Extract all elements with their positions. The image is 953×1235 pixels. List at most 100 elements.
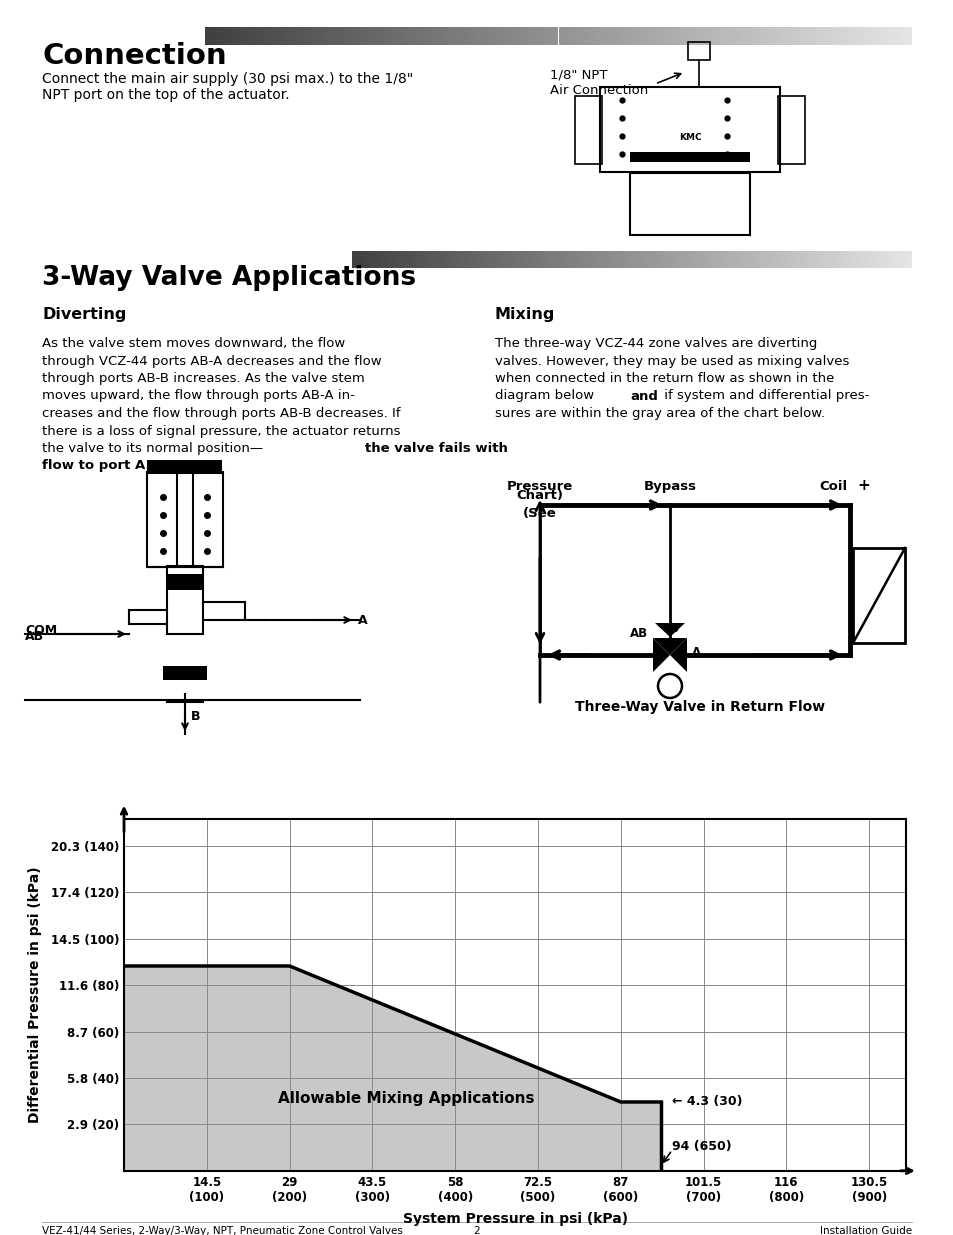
Bar: [822, 27, 826, 44]
Bar: [420, 27, 424, 44]
Bar: [537, 27, 540, 44]
Bar: [406, 27, 410, 44]
Text: Three-Way Valve in Return Flow: Three-Way Valve in Return Flow: [575, 700, 824, 714]
Bar: [537, 251, 539, 268]
Bar: [858, 27, 862, 44]
Bar: [800, 251, 802, 268]
Bar: [886, 251, 888, 268]
Bar: [626, 251, 629, 268]
Bar: [738, 27, 741, 44]
Bar: [290, 27, 294, 44]
Bar: [600, 27, 604, 44]
Bar: [531, 251, 534, 268]
Bar: [821, 251, 824, 268]
Bar: [758, 251, 760, 268]
Bar: [902, 251, 905, 268]
Bar: [807, 251, 810, 268]
Bar: [752, 27, 756, 44]
Bar: [858, 251, 861, 268]
Bar: [193, 472, 223, 567]
Text: moves upward, the flow through ports AB-A in-: moves upward, the flow through ports AB-…: [42, 389, 355, 403]
Text: As the valve stem moves downward, the flow: As the valve stem moves downward, the fl…: [42, 337, 345, 350]
Bar: [469, 251, 472, 268]
Bar: [600, 251, 603, 268]
Bar: [584, 251, 587, 268]
Bar: [382, 251, 385, 268]
Text: ← 4.3 (30): ← 4.3 (30): [672, 1095, 741, 1109]
Bar: [512, 27, 516, 44]
Text: COM: COM: [25, 624, 57, 637]
Bar: [886, 27, 890, 44]
Bar: [869, 251, 872, 268]
Text: AB: AB: [629, 627, 647, 640]
Bar: [282, 27, 286, 44]
Bar: [639, 27, 642, 44]
Bar: [612, 251, 615, 268]
Bar: [869, 27, 872, 44]
Bar: [452, 27, 456, 44]
Text: Pressure: Pressure: [506, 480, 573, 493]
Bar: [615, 251, 618, 268]
Bar: [296, 27, 300, 44]
Bar: [360, 27, 364, 44]
Bar: [433, 251, 436, 268]
Text: A: A: [357, 615, 367, 627]
Bar: [424, 251, 427, 268]
Bar: [699, 251, 701, 268]
Bar: [579, 27, 582, 44]
Bar: [704, 251, 707, 268]
Bar: [447, 251, 450, 268]
Bar: [586, 27, 590, 44]
Bar: [890, 27, 893, 44]
Bar: [650, 27, 653, 44]
Bar: [480, 27, 484, 44]
Bar: [846, 251, 849, 268]
Bar: [505, 27, 509, 44]
Bar: [893, 27, 897, 44]
Bar: [438, 251, 441, 268]
Bar: [866, 251, 869, 268]
Bar: [589, 251, 592, 268]
Text: 2: 2: [474, 1226, 479, 1235]
Bar: [827, 251, 830, 268]
Bar: [611, 27, 615, 44]
Bar: [371, 27, 375, 44]
Bar: [833, 27, 837, 44]
Bar: [816, 251, 819, 268]
Bar: [495, 251, 497, 268]
Bar: [564, 251, 567, 268]
Text: through VCZ-44 ports AB-A decreases and the flow: through VCZ-44 ports AB-A decreases and …: [42, 354, 381, 368]
Bar: [374, 251, 376, 268]
Bar: [729, 251, 732, 268]
Bar: [755, 251, 758, 268]
Text: B: B: [669, 622, 679, 635]
Bar: [251, 27, 254, 44]
Bar: [862, 27, 865, 44]
Bar: [431, 27, 435, 44]
Bar: [841, 251, 844, 268]
Bar: [416, 27, 420, 44]
Y-axis label: Differential Pressure in psi (kPa): Differential Pressure in psi (kPa): [29, 867, 42, 1123]
Bar: [486, 251, 489, 268]
Bar: [441, 27, 445, 44]
Bar: [844, 251, 846, 268]
Bar: [819, 251, 821, 268]
Text: Allowable Mixing Applications: Allowable Mixing Applications: [278, 1092, 534, 1107]
Bar: [329, 27, 332, 44]
Bar: [692, 27, 696, 44]
Bar: [809, 27, 812, 44]
Bar: [476, 27, 480, 44]
Bar: [508, 251, 511, 268]
Bar: [392, 27, 395, 44]
Bar: [222, 27, 226, 44]
Bar: [762, 251, 765, 268]
Bar: [558, 251, 561, 268]
Bar: [745, 27, 749, 44]
Bar: [597, 27, 600, 44]
Bar: [881, 251, 883, 268]
Bar: [230, 27, 233, 44]
Bar: [522, 251, 525, 268]
Bar: [894, 251, 897, 268]
Bar: [408, 251, 411, 268]
Bar: [265, 27, 269, 44]
